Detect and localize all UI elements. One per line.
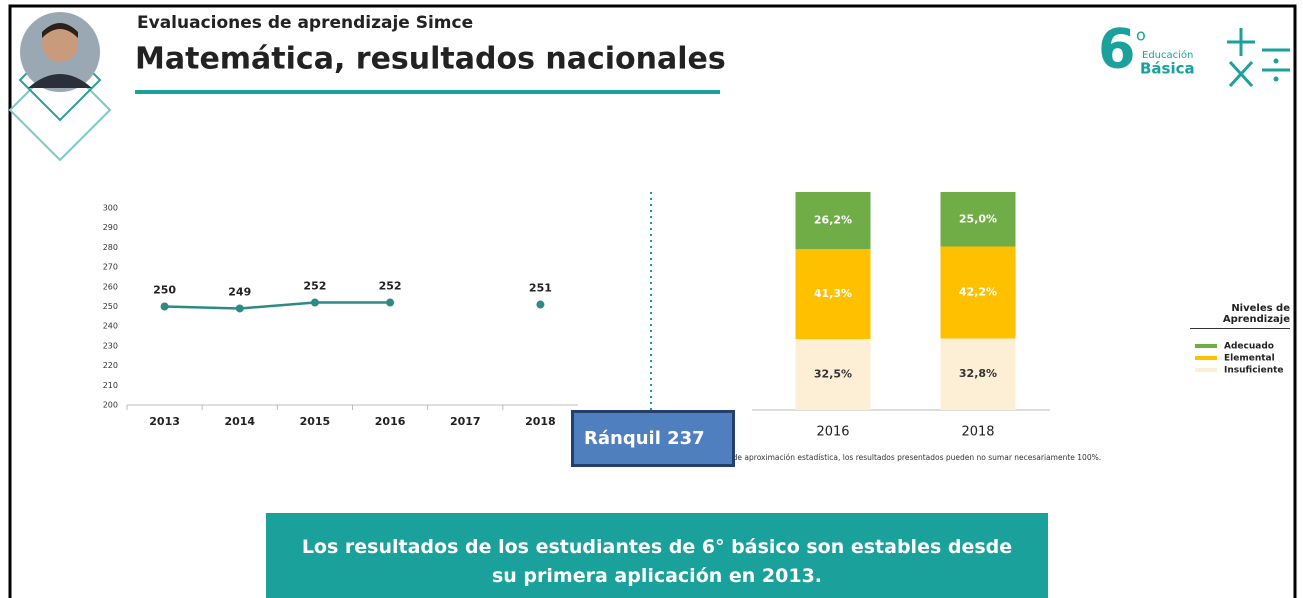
y-tick-label: 230 <box>103 341 118 350</box>
data-label: 42,2% <box>959 285 997 298</box>
y-tick-label: 280 <box>103 243 118 252</box>
point <box>310 298 319 307</box>
point <box>386 298 395 307</box>
bar-segment <box>795 249 871 340</box>
point <box>235 304 244 313</box>
bar-segment <box>795 339 871 410</box>
bar-segment <box>940 338 1016 410</box>
y-tick-label: 250 <box>103 302 118 311</box>
bar-segment <box>940 192 1016 247</box>
logo-number: 6 <box>1098 18 1136 81</box>
y-tick-label: 260 <box>103 282 118 291</box>
x-tick-label: 2014 <box>224 415 255 428</box>
y-tick-label: 300 <box>103 204 118 213</box>
point <box>536 300 545 309</box>
legend-swatch <box>1195 368 1217 372</box>
bar-segment <box>940 246 1016 339</box>
legend-title: Niveles de Aprendizaje <box>1190 303 1290 329</box>
data-label: 26,2% <box>814 214 852 227</box>
x-tick-label: 2015 <box>300 415 331 428</box>
legend-label: Insuficiente <box>1224 366 1284 376</box>
frame <box>8 4 1297 598</box>
x-tick-label: 2018 <box>525 415 556 428</box>
conclusion-text: Los resultados de los estudiantes de 6° … <box>301 536 1013 587</box>
portrait <box>8 12 112 162</box>
y-tick-label: 270 <box>103 263 118 272</box>
legend-label: Adecuado <box>1224 342 1274 352</box>
y-tick-label: 290 <box>103 223 118 232</box>
data-label: 25,0% <box>959 212 997 225</box>
data-label: 32,5% <box>814 368 852 381</box>
point <box>160 302 169 311</box>
logo-line2: Básica <box>1140 60 1195 78</box>
header-subtitle: Evaluaciones de aprendizaje Simce <box>137 13 473 33</box>
x-tick-label: 2013 <box>149 415 180 428</box>
data-label: 252 <box>303 280 326 293</box>
y-tick-label: 240 <box>103 322 118 331</box>
logo-line1: Educación <box>1142 49 1193 61</box>
logo-degree: o <box>1136 26 1146 45</box>
data-label: 250 <box>153 284 176 297</box>
header-title: Matemática, resultados nacionales <box>135 42 726 77</box>
x-tick-label: 2016 <box>375 415 406 428</box>
data-label: 32,8% <box>959 367 997 380</box>
legend-label: Elemental <box>1224 354 1275 364</box>
legend-swatch <box>1195 344 1217 348</box>
chart-note: nes de aproximación estadística, los res… <box>717 453 1102 462</box>
logo: 6 o Educación Básica <box>1098 18 1290 88</box>
badge: Ránquil 237 <box>571 410 735 467</box>
conclusion-box <box>266 513 1048 598</box>
bar-segment <box>795 192 871 250</box>
y-tick-label: 200 <box>103 401 118 410</box>
y-tick-label: 220 <box>103 361 118 370</box>
y-tick-label: 210 <box>103 381 118 390</box>
data-label: 41,3% <box>814 287 852 300</box>
data-label: 251 <box>529 282 552 295</box>
x-tick-label: 2018 <box>961 425 994 440</box>
data-label: 249 <box>228 285 251 298</box>
x-tick-label: 2017 <box>450 415 481 428</box>
data-label: 252 <box>379 280 402 293</box>
x-tick-label: 2016 <box>816 425 849 440</box>
legend-swatch <box>1195 356 1217 360</box>
